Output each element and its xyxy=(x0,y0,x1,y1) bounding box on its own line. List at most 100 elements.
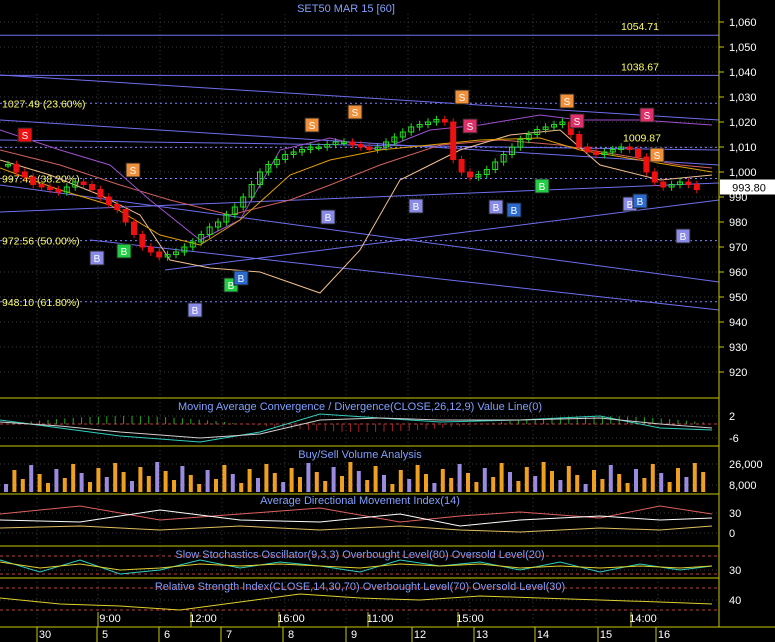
sell-signal-label: S xyxy=(564,97,571,108)
panel-adx: Average Directional Movement Index(14) xyxy=(260,495,460,507)
candle-body xyxy=(307,146,314,150)
panel-tick-label: 8,000 xyxy=(729,480,757,492)
buy-signal-label: B xyxy=(627,200,634,211)
volume-bar xyxy=(239,483,244,492)
volume-bar xyxy=(550,471,554,492)
buy-signal-label: B xyxy=(680,232,687,243)
volume-bar xyxy=(214,479,218,492)
candle-body xyxy=(341,141,347,144)
date-label: 16 xyxy=(658,629,670,641)
candle-body xyxy=(80,181,87,185)
candle-body xyxy=(181,246,188,253)
stoch-k xyxy=(0,559,713,575)
candle-body xyxy=(441,119,448,123)
candle-body xyxy=(72,181,79,188)
time-label: 16:00 xyxy=(277,613,305,625)
volume-bar xyxy=(516,481,521,492)
trend-line xyxy=(0,74,720,121)
sell-signal-marker xyxy=(649,147,665,163)
buy-signal-label: B xyxy=(192,306,199,317)
candle-body xyxy=(63,186,70,193)
volume-bar xyxy=(247,469,252,492)
indicator-panels[interactable]: Moving Average Convergence / Divergence(… xyxy=(0,401,719,611)
volume-bar xyxy=(323,481,328,492)
candle-body xyxy=(416,124,423,128)
price-tick-label: 950 xyxy=(729,292,747,304)
volume-bar xyxy=(256,478,260,492)
volume-bar xyxy=(432,483,437,492)
adx-line xyxy=(0,509,713,527)
buy-signal-label: B xyxy=(637,197,644,208)
candle-body xyxy=(240,196,247,208)
candle-body xyxy=(189,241,196,248)
price-tick-label: 940 xyxy=(729,317,747,329)
buy-signal-marker xyxy=(116,243,132,259)
panel-tick-label: 40 xyxy=(729,595,741,607)
sell-signal-label: S xyxy=(130,166,137,177)
price-tick-label: 1,060 xyxy=(729,17,757,29)
volume-bar xyxy=(4,484,8,492)
candle-body xyxy=(643,156,650,173)
candle-body xyxy=(467,171,473,178)
candle-body xyxy=(601,151,608,155)
sell-signal-marker xyxy=(125,162,141,178)
volume-bar xyxy=(314,472,319,492)
level-label: 1038.67 xyxy=(621,61,659,73)
volume-bar xyxy=(340,476,344,492)
volume-bar xyxy=(575,475,580,492)
volume-bar xyxy=(20,479,25,492)
buy-signal-label: B xyxy=(413,202,420,213)
candle-body xyxy=(290,151,297,155)
candle-body xyxy=(492,161,499,170)
price-tick-label: 970 xyxy=(729,242,747,254)
buy-signal-label: B xyxy=(539,182,546,193)
volume-bar xyxy=(29,465,34,492)
sell-signal-marker xyxy=(559,93,575,109)
price-panel[interactable]: 1054.71 1038.67 1027.49 (23.60%) 1009.87 997… xyxy=(0,21,720,318)
panel-tick-label: 30 xyxy=(729,508,741,520)
level-label: 948.10 (61.80%) xyxy=(2,297,80,309)
volume-bar xyxy=(356,471,361,492)
buy-signal-marker xyxy=(675,228,691,244)
volume-bar xyxy=(466,473,470,492)
date-label: 14 xyxy=(537,629,549,641)
buy-signal-marker xyxy=(488,199,504,215)
volume-bar xyxy=(558,480,563,492)
buy-signal-marker xyxy=(506,202,522,218)
sell-signal-label: S xyxy=(574,117,581,128)
panel-tick-label: 30 xyxy=(729,565,741,577)
time-label: 14:00 xyxy=(629,613,657,625)
panel-rsi: Relative Strength Index(CLOSE,14,30,70) … xyxy=(155,581,565,593)
volume-bar xyxy=(491,477,496,492)
buy-signal-label: B xyxy=(493,203,500,214)
price-tick-label: 1,010 xyxy=(729,142,757,154)
volume-bar xyxy=(373,466,378,492)
date-label: 6 xyxy=(164,629,170,641)
volume-bar xyxy=(298,477,302,492)
volume-bar xyxy=(365,480,370,492)
sell-signal-label: S xyxy=(467,122,474,133)
candle-body xyxy=(374,146,381,150)
buy-signal-label: B xyxy=(325,213,332,224)
candle-body xyxy=(433,119,440,123)
panel-stoch: Slow Stochastics Oscillator(9,3,3) Overb… xyxy=(175,549,544,561)
candle-body xyxy=(458,159,465,173)
date-label: 30 xyxy=(39,629,51,641)
volume-bar xyxy=(37,474,42,492)
volume-bar xyxy=(566,466,571,492)
candle-body xyxy=(399,131,406,138)
volume-bar xyxy=(62,478,67,492)
candle-body xyxy=(13,164,20,173)
buy-signal-marker xyxy=(534,178,550,194)
last-price-badge xyxy=(720,179,775,195)
volume-bar xyxy=(180,466,185,492)
volume-bar xyxy=(222,465,227,492)
volume-bar xyxy=(130,481,134,492)
time-label: 11:00 xyxy=(367,613,394,625)
candle-body xyxy=(131,221,137,235)
volume-bar xyxy=(625,483,630,492)
candle-body xyxy=(660,181,667,188)
candle-body xyxy=(366,146,373,150)
candle-body xyxy=(156,251,163,258)
